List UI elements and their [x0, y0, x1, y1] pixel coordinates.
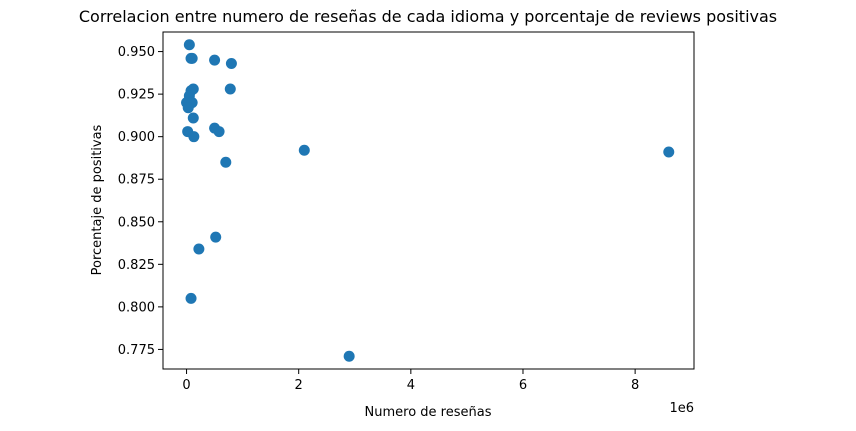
data-point	[188, 131, 200, 143]
x-tick-label: 6	[519, 378, 527, 393]
x-tick-label: 0	[182, 378, 190, 393]
data-point	[186, 52, 198, 64]
x-axis-label: Numero de reseñas	[365, 405, 492, 420]
data-point	[193, 243, 205, 255]
data-point	[298, 144, 310, 156]
data-point	[185, 292, 197, 304]
y-tick-label: 0.800	[118, 300, 155, 315]
x-tick-label: 2	[295, 378, 303, 393]
data-point	[209, 54, 221, 66]
chart-title: Correlacion entre numero de reseñas de c…	[79, 7, 777, 26]
y-tick-label: 0.775	[118, 343, 155, 358]
y-tick-label: 0.950	[118, 45, 155, 60]
data-point	[225, 57, 237, 69]
data-point	[343, 350, 355, 362]
data-point	[213, 126, 225, 138]
data-point	[663, 146, 675, 158]
data-points	[181, 39, 675, 362]
y-tick-label: 0.825	[118, 258, 155, 273]
plot-area-frame	[162, 31, 695, 370]
x-axis-offset-label: 1e6	[669, 401, 694, 416]
data-point	[182, 102, 194, 114]
data-point	[210, 231, 222, 243]
y-axis-label: Porcentaje de positivas	[90, 124, 105, 275]
y-tick-label: 0.875	[118, 173, 155, 188]
data-point	[220, 156, 232, 168]
data-point	[224, 83, 236, 95]
x-tick-label: 4	[407, 378, 415, 393]
y-tick-label: 0.925	[118, 88, 155, 103]
data-point	[183, 39, 195, 51]
x-tick-label: 8	[631, 378, 639, 393]
y-tick-label: 0.900	[118, 130, 155, 145]
x-axis-ticks: 0 2 4 6 8	[182, 369, 639, 393]
y-axis-ticks: 0.775 0.800 0.825 0.850 0.875 0.900 0.925 0.950	[118, 45, 163, 358]
y-tick-label: 0.850	[118, 215, 155, 230]
data-point	[187, 112, 199, 124]
